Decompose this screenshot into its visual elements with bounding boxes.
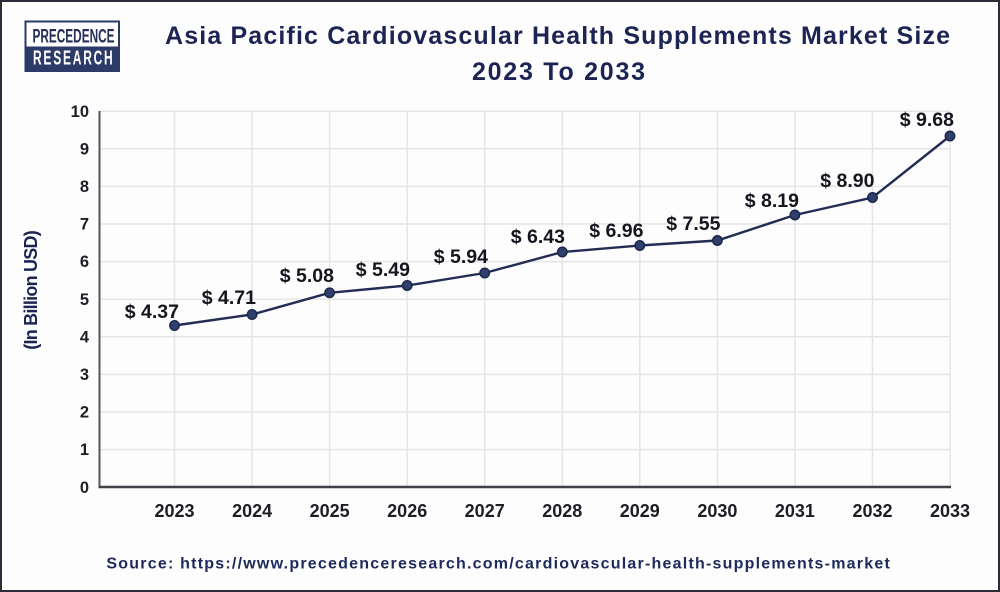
svg-text:2026: 2026 xyxy=(387,501,427,521)
svg-text:2033: 2033 xyxy=(930,501,970,521)
svg-text:2025: 2025 xyxy=(310,501,350,521)
svg-text:10: 10 xyxy=(71,103,89,121)
svg-text:2032: 2032 xyxy=(852,501,892,521)
svg-text:$ 6.43: $ 6.43 xyxy=(511,226,565,248)
svg-text:2: 2 xyxy=(80,404,89,422)
svg-text:$ 6.96: $ 6.96 xyxy=(589,220,643,242)
svg-text:Source: https://www.precedence: Source: https://www.precedenceresearch.c… xyxy=(106,556,890,573)
svg-text:2028: 2028 xyxy=(542,501,582,521)
svg-text:6: 6 xyxy=(80,253,89,271)
svg-text:0: 0 xyxy=(80,479,89,497)
svg-text:2031: 2031 xyxy=(775,501,815,521)
svg-text:$ 4.71: $ 4.71 xyxy=(202,287,256,309)
svg-text:2029: 2029 xyxy=(620,501,660,521)
svg-text:$ 9.68: $ 9.68 xyxy=(900,109,954,131)
svg-text:Asia Pacific Cardiovascular He: Asia Pacific Cardiovascular Health Suppl… xyxy=(165,22,950,50)
svg-text:8: 8 xyxy=(80,178,89,196)
svg-text:$ 5.94: $ 5.94 xyxy=(434,246,488,268)
svg-text:RESEARCH: RESEARCH xyxy=(33,47,115,70)
svg-text:2023: 2023 xyxy=(154,501,194,521)
svg-text:2024: 2024 xyxy=(232,501,272,521)
svg-text:$ 5.08: $ 5.08 xyxy=(280,265,334,287)
svg-text:2023 To 2033: 2023 To 2033 xyxy=(472,58,645,86)
svg-text:$ 4.37: $ 4.37 xyxy=(125,301,179,323)
svg-text:$ 7.55: $ 7.55 xyxy=(666,213,720,235)
svg-text:$ 5.49: $ 5.49 xyxy=(356,259,410,281)
svg-text:2027: 2027 xyxy=(465,501,505,521)
svg-text:7: 7 xyxy=(80,216,89,234)
svg-text:2030: 2030 xyxy=(697,501,737,521)
svg-text:(In Billion USD): (In Billion USD) xyxy=(21,230,41,350)
svg-text:3: 3 xyxy=(80,366,89,384)
svg-text:$ 8.90: $ 8.90 xyxy=(820,170,874,192)
svg-text:5: 5 xyxy=(80,291,89,309)
svg-text:9: 9 xyxy=(80,141,89,159)
svg-text:4: 4 xyxy=(80,328,90,346)
svg-text:PRECEDENCE: PRECEDENCE xyxy=(33,26,115,48)
svg-text:1: 1 xyxy=(80,441,89,459)
svg-text:$ 8.19: $ 8.19 xyxy=(745,190,799,212)
